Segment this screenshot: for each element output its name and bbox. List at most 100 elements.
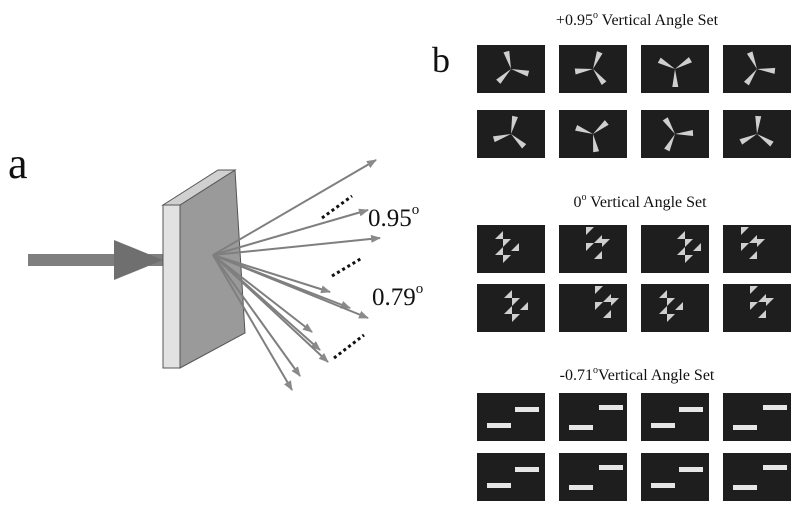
triangle-mark	[677, 247, 685, 255]
diffracted-rays	[212, 159, 381, 391]
pattern-tile-bg	[641, 284, 709, 332]
pattern-tile	[477, 393, 545, 441]
triangle-mark	[520, 302, 528, 310]
grating-plate-face	[179, 169, 246, 369]
pattern-tile-bg	[723, 393, 791, 441]
bar-mark	[515, 407, 539, 412]
grating-plate-edge	[162, 204, 181, 369]
pattern-tile-bg	[723, 284, 791, 332]
pattern-tile-bg	[723, 225, 791, 273]
triangle-mark	[586, 227, 594, 235]
pattern-tile-bg	[641, 393, 709, 441]
diffracted-ray	[212, 254, 369, 319]
pattern-tile-bg	[477, 453, 545, 501]
pattern-tile	[723, 225, 791, 273]
tripod-arm	[746, 51, 757, 69]
triangle-mark	[504, 290, 512, 298]
angle-label-lower-value: 0.79	[372, 284, 416, 311]
bar-mark	[733, 485, 757, 490]
tripod-arm	[511, 115, 518, 134]
set-title-3: -0.71oVertical Angle Set	[560, 365, 715, 384]
bar-mark	[569, 425, 593, 430]
triangle-mark	[750, 286, 758, 294]
triangle-mark	[693, 243, 701, 251]
pattern-tile-bg	[559, 225, 627, 273]
tripod-arm	[511, 134, 527, 149]
pattern-tile	[723, 110, 791, 158]
diffracted-ray	[212, 254, 331, 294]
panel-b: b +0.95o Vertical Angle Set 0o Vertical …	[432, 10, 791, 501]
triangle-mark	[495, 247, 503, 255]
tripod-arm	[503, 50, 511, 69]
pattern-tile	[723, 284, 791, 332]
set-title-1-value: +0.95	[556, 12, 593, 29]
pattern-tile	[559, 453, 627, 501]
set-title-3-value: -0.71	[560, 367, 593, 384]
tripod-arm	[755, 115, 762, 134]
tripod-arm	[675, 130, 694, 137]
pattern-tile-bg	[723, 453, 791, 501]
angle-indicator-upper	[321, 194, 353, 220]
triangle-mark	[512, 298, 520, 306]
angle-label-lower: 0.79o	[372, 281, 423, 311]
tripod-arm	[757, 67, 776, 74]
panel-a: a 0.95o 0.79o	[8, 139, 423, 391]
triangle-mark	[595, 302, 603, 310]
angle-indicator-lower	[333, 333, 365, 360]
triangle-mark	[504, 306, 512, 314]
set-title-2-text: Vertical Angle Set	[586, 194, 707, 211]
set-title-1-text: Vertical Angle Set	[598, 12, 719, 29]
tripod-arm	[574, 68, 593, 75]
pattern-tile-bg	[559, 284, 627, 332]
bar-mark	[651, 483, 675, 488]
triangle-mark	[503, 239, 511, 247]
bar-mark	[487, 483, 511, 488]
grating-plate	[161, 169, 246, 369]
pattern-tile	[723, 45, 791, 93]
pattern-tile	[477, 45, 545, 93]
bar-mark	[569, 485, 593, 490]
pattern-tile-bg	[559, 393, 627, 441]
set-title-1-degree: o	[593, 10, 598, 21]
tripod-arm	[675, 57, 692, 69]
triangle-mark	[659, 290, 667, 298]
pattern-tile-bg	[641, 453, 709, 501]
pattern-tile	[641, 110, 709, 158]
diffracted-ray	[212, 234, 381, 256]
pattern-tile	[723, 453, 791, 501]
angle-indicator-middle	[331, 256, 363, 278]
triangle-mark	[758, 294, 766, 302]
triangle-mark	[659, 306, 667, 314]
diffracted-ray	[212, 159, 377, 256]
pattern-tile	[477, 110, 545, 158]
diffracted-ray	[212, 208, 369, 256]
triangle-mark	[757, 239, 765, 247]
set-title-2-degree: o	[581, 192, 586, 203]
tripod-arm	[593, 134, 600, 153]
angle-indicators	[321, 194, 365, 360]
triangle-mark	[611, 298, 619, 306]
pattern-tile	[641, 453, 709, 501]
pattern-tiles	[477, 45, 791, 501]
pattern-tile	[559, 225, 627, 273]
pattern-tile	[641, 393, 709, 441]
triangle-mark	[685, 255, 693, 263]
tripod-arm	[739, 134, 757, 145]
tripod-arm	[657, 57, 675, 69]
tripod-arm	[672, 69, 679, 88]
pattern-tile	[477, 453, 545, 501]
pattern-tile	[641, 45, 709, 93]
triangle-mark	[749, 251, 757, 259]
bar-mark	[599, 465, 623, 470]
tripod-arm	[757, 134, 774, 147]
tripod-arm	[662, 117, 675, 134]
tripod-arm	[593, 51, 603, 69]
tripod-arm	[664, 134, 675, 152]
bar-mark	[763, 405, 787, 410]
pattern-tile	[477, 284, 545, 332]
pattern-tile-bg	[477, 225, 545, 273]
tripod-arm	[492, 134, 511, 143]
bar-mark	[679, 407, 703, 412]
pattern-tile	[477, 225, 545, 273]
